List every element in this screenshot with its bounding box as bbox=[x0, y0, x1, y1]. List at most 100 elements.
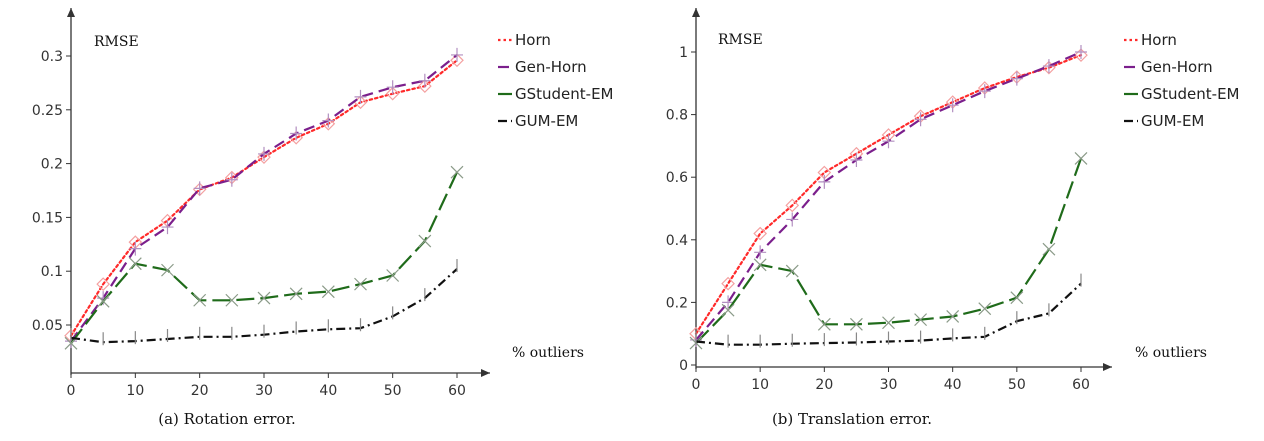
y-tick-label: 1 bbox=[679, 45, 688, 61]
data-point bbox=[418, 73, 431, 88]
x-tick-label: 60 bbox=[448, 383, 466, 399]
legend-label: GStudent-EM bbox=[1141, 85, 1240, 103]
series-gstudent-em bbox=[689, 151, 1088, 350]
data-point bbox=[128, 257, 142, 271]
data-point bbox=[849, 317, 863, 331]
x-tick-label: 0 bbox=[67, 383, 76, 399]
data-point bbox=[914, 313, 928, 327]
data-point bbox=[322, 113, 335, 128]
data-point bbox=[450, 165, 464, 179]
data-point bbox=[1074, 48, 1088, 62]
series-line bbox=[695, 50, 1082, 341]
y-tick-label: 0.3 bbox=[41, 49, 63, 65]
data-point bbox=[451, 47, 463, 62]
data-point bbox=[321, 285, 335, 299]
series-gstudent-em bbox=[64, 165, 464, 350]
x-tick-label: 50 bbox=[384, 383, 402, 399]
legend-entry: Horn bbox=[1124, 31, 1177, 49]
data-point bbox=[257, 150, 271, 164]
data-point bbox=[129, 241, 142, 256]
x-tick-label: 0 bbox=[692, 377, 701, 393]
y-tick-label: 0.05 bbox=[32, 318, 63, 334]
data-point bbox=[722, 295, 735, 310]
data-point bbox=[946, 98, 959, 113]
data-point bbox=[721, 276, 735, 291]
legend-label: Horn bbox=[515, 31, 551, 49]
legend-entry: Gen-Horn bbox=[1124, 58, 1213, 76]
legend-entry: GUM-EM bbox=[498, 112, 578, 130]
x-axis-arrow bbox=[481, 369, 490, 377]
data-point bbox=[1075, 45, 1087, 59]
x-axis-arrow bbox=[1103, 363, 1112, 371]
data-point bbox=[1042, 242, 1056, 256]
data-point bbox=[290, 126, 303, 141]
series-gum-em bbox=[695, 273, 1082, 348]
x-tick-label: 10 bbox=[126, 383, 144, 399]
y-tick-label: 0.6 bbox=[666, 170, 688, 186]
data-point bbox=[818, 174, 831, 189]
x-tick-label: 50 bbox=[1008, 377, 1026, 393]
data-point bbox=[850, 152, 863, 167]
legend-label: Gen-Horn bbox=[515, 58, 587, 76]
data-point bbox=[914, 112, 927, 127]
series-gen-horn bbox=[65, 47, 463, 349]
data-point bbox=[450, 53, 464, 68]
data-point bbox=[257, 291, 271, 305]
y-axis-arrow bbox=[67, 8, 75, 17]
data-point bbox=[418, 234, 432, 248]
data-point bbox=[1074, 151, 1088, 165]
legend-entry: GStudent-EM bbox=[498, 85, 614, 103]
chart-translation-error: 0 10 20 30 40 50 60 0 0.2 0.4 0.6 0.8 1 RMSE % outlier… bbox=[666, 8, 1240, 428]
data-point bbox=[978, 302, 992, 316]
data-point bbox=[225, 293, 239, 307]
data-point bbox=[96, 277, 111, 291]
data-point bbox=[753, 258, 767, 272]
data-point bbox=[386, 269, 400, 282]
data-point bbox=[161, 263, 174, 277]
series-line bbox=[70, 171, 458, 344]
y-tick-label: 0 bbox=[679, 358, 688, 374]
legend-entry: Horn bbox=[498, 31, 551, 49]
series-gen-horn bbox=[690, 45, 1087, 347]
x-tick-label: 60 bbox=[1072, 377, 1090, 393]
series-line bbox=[69, 59, 459, 337]
y-axis-arrow bbox=[692, 8, 700, 17]
data-point bbox=[753, 226, 768, 241]
y-tick-label: 0.15 bbox=[32, 210, 63, 226]
legend-label: Gen-Horn bbox=[1141, 58, 1213, 76]
x-axis-label: % outliers bbox=[1135, 345, 1207, 361]
x-axis-label: % outliers bbox=[512, 345, 584, 361]
data-point bbox=[1010, 71, 1023, 86]
legend-label: GUM-EM bbox=[1141, 112, 1204, 130]
data-point bbox=[785, 198, 800, 213]
y-tick-label: 0.4 bbox=[666, 233, 688, 249]
data-point bbox=[1010, 291, 1024, 305]
y-tick-label: 0.2 bbox=[41, 157, 63, 173]
series-gum-em bbox=[70, 259, 458, 346]
figure-caption: (a) Rotation error. bbox=[158, 410, 296, 428]
data-point bbox=[785, 264, 799, 278]
series-horn bbox=[689, 48, 1088, 341]
legend-label: GUM-EM bbox=[515, 112, 578, 130]
data-point bbox=[193, 293, 207, 307]
x-tick-label: 10 bbox=[751, 377, 769, 393]
x-tick-label: 20 bbox=[815, 377, 833, 393]
x-tick-label: 40 bbox=[319, 383, 337, 399]
y-axis-label: RMSE bbox=[94, 34, 139, 50]
y-tick-label: 0.2 bbox=[666, 295, 688, 311]
y-tick-label: 0.8 bbox=[666, 108, 688, 124]
series-line bbox=[695, 158, 1083, 344]
data-point bbox=[193, 181, 206, 196]
data-point bbox=[354, 89, 367, 104]
figure-caption: (b) Translation error. bbox=[772, 410, 932, 428]
legend-entry: Gen-Horn bbox=[498, 58, 587, 76]
legend-label: Horn bbox=[1141, 31, 1177, 49]
y-axis-label: RMSE bbox=[718, 32, 763, 48]
data-point bbox=[786, 212, 799, 227]
data-point bbox=[946, 310, 960, 323]
x-tick-label: 30 bbox=[880, 377, 898, 393]
data-point bbox=[258, 146, 270, 161]
data-point bbox=[754, 245, 767, 260]
data-point bbox=[978, 84, 991, 99]
